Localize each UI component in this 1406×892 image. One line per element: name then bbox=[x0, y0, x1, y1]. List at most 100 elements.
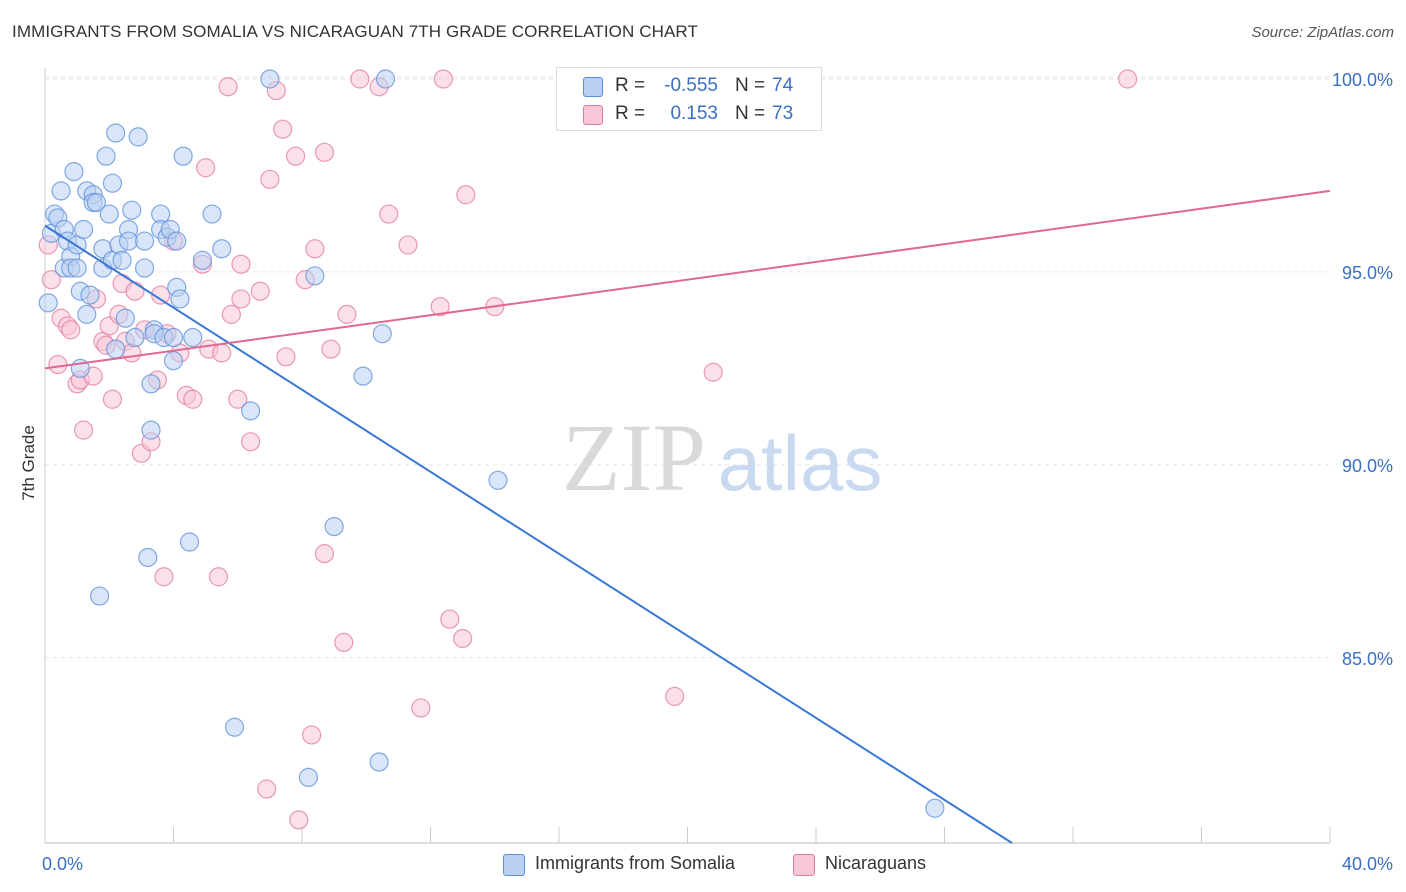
nicaraguans-point bbox=[41, 270, 62, 290]
somalia-point bbox=[488, 470, 508, 490]
somalia-point bbox=[125, 327, 145, 348]
somalia-point bbox=[51, 181, 71, 201]
nicaraguans-point bbox=[276, 347, 296, 367]
nicaraguans-point bbox=[433, 69, 453, 89]
somalia-point bbox=[305, 266, 325, 286]
somalia-point bbox=[67, 258, 87, 278]
somalia-point bbox=[141, 420, 161, 440]
nicaraguans-point bbox=[1118, 69, 1138, 89]
r-value: -0.555 bbox=[664, 75, 718, 96]
somalia-point bbox=[224, 717, 245, 737]
nicaraguans-point bbox=[337, 304, 357, 324]
somalia-point bbox=[202, 204, 222, 224]
stats-row-nicaraguans: R = 0.153 N = 73 bbox=[557, 100, 821, 128]
r-label: R = bbox=[615, 103, 646, 124]
nicaraguans-point bbox=[350, 69, 370, 89]
nicaraguans-point bbox=[321, 339, 341, 359]
n-label: N = bbox=[735, 103, 766, 124]
stats-legend: R = -0.555 N = 74 R = 0.153 N = 73 bbox=[556, 67, 822, 131]
somalia-point bbox=[170, 289, 190, 309]
legend-label-somalia: Immigrants from Somalia bbox=[535, 853, 736, 873]
nicaraguans-point bbox=[231, 254, 251, 274]
nicaraguans-point bbox=[398, 235, 418, 255]
somalia-point bbox=[102, 173, 123, 193]
somalia-swatch bbox=[583, 77, 603, 97]
nicaraguans-point bbox=[665, 686, 685, 706]
nicaraguans-legend-swatch bbox=[793, 854, 815, 876]
somalia-point bbox=[122, 200, 142, 220]
somalia-point bbox=[141, 374, 161, 394]
somalia-point bbox=[324, 516, 344, 537]
y-tick-label: 95.0% bbox=[1342, 263, 1393, 283]
nicaraguans-swatch bbox=[583, 105, 603, 125]
n-label: N = bbox=[735, 75, 766, 96]
watermark-atlas: atlas bbox=[718, 419, 883, 507]
nicaraguans-point bbox=[379, 204, 399, 224]
grid-lines bbox=[45, 76, 1330, 659]
nicaraguans-trend-line bbox=[44, 189, 1331, 370]
axes bbox=[44, 68, 1331, 844]
nicaraguans-point bbox=[154, 567, 174, 587]
watermark-zip: ZIP bbox=[562, 404, 706, 511]
nicaraguans-point bbox=[314, 142, 335, 162]
somalia-point bbox=[112, 250, 132, 270]
somalia-point bbox=[38, 293, 58, 313]
chart-title: IMMIGRANTS FROM SOMALIA VS NICARAGUAN 7T… bbox=[12, 22, 698, 41]
somalia-point bbox=[80, 285, 100, 305]
nicaraguans-point bbox=[73, 420, 94, 440]
somalia-point bbox=[128, 127, 148, 147]
somalia-point bbox=[96, 146, 116, 166]
somalia-point bbox=[375, 69, 396, 89]
nicaraguans-point bbox=[411, 698, 431, 718]
nicaraguans-point bbox=[151, 285, 171, 305]
nicaraguans-point bbox=[212, 343, 232, 363]
nicaraguans-point bbox=[61, 320, 81, 340]
stats-row-somalia: R = -0.555 N = 74 bbox=[557, 72, 821, 100]
nicaraguans-point bbox=[703, 362, 723, 382]
somalia-point bbox=[369, 752, 389, 772]
nicaraguans-point bbox=[305, 239, 325, 259]
somalia-point bbox=[260, 69, 280, 89]
x-tick-label-max: 40.0% bbox=[1342, 854, 1393, 874]
somalia-point bbox=[86, 192, 107, 213]
nicaraguans-point bbox=[208, 567, 229, 587]
nicaraguans-point bbox=[430, 297, 450, 317]
somalia-point bbox=[73, 219, 94, 240]
nicaraguans-point bbox=[289, 810, 309, 830]
nicaraguans-point bbox=[231, 289, 251, 309]
nicaraguans-point bbox=[228, 389, 248, 409]
somalia-point bbox=[64, 162, 84, 182]
nicaraguans-point bbox=[273, 119, 293, 139]
tick-labels: 85.0% 90.0% 95.0% 100.0% 0.0% 40.0% bbox=[42, 70, 1393, 874]
nicaraguans-point bbox=[125, 281, 145, 301]
somalia-point bbox=[212, 239, 232, 259]
somalia-point bbox=[192, 250, 213, 270]
nicaraguans-point bbox=[122, 343, 142, 363]
somalia-point bbox=[90, 586, 110, 606]
somalia-point bbox=[138, 547, 158, 568]
somalia-point bbox=[353, 366, 373, 386]
series-somalia bbox=[38, 69, 945, 818]
nicaraguans-point bbox=[285, 146, 306, 166]
somalia-point bbox=[99, 204, 119, 224]
somalia-point bbox=[118, 231, 139, 251]
nicaraguans-point bbox=[302, 725, 322, 745]
nicaraguans-point bbox=[196, 158, 216, 178]
nicaraguans-point bbox=[241, 432, 261, 452]
nicaraguans-point bbox=[48, 354, 68, 375]
nicaraguans-point bbox=[440, 609, 460, 629]
y-axis-label: 7th Grade bbox=[19, 425, 38, 501]
nicaraguans-point bbox=[257, 779, 277, 799]
somalia-point bbox=[372, 324, 392, 344]
watermark: ZIP atlas bbox=[562, 404, 882, 511]
nicaraguans-point bbox=[183, 389, 203, 409]
nicaraguans-point bbox=[334, 632, 354, 652]
somalia-legend-swatch bbox=[503, 854, 525, 876]
somalia-point bbox=[106, 123, 126, 143]
trend-lines bbox=[44, 189, 1331, 844]
somalia-point bbox=[241, 401, 261, 421]
somalia-point bbox=[134, 231, 155, 251]
y-tick-label: 90.0% bbox=[1342, 456, 1393, 476]
legend-label-nicaraguans: Nicaraguans bbox=[825, 853, 927, 873]
